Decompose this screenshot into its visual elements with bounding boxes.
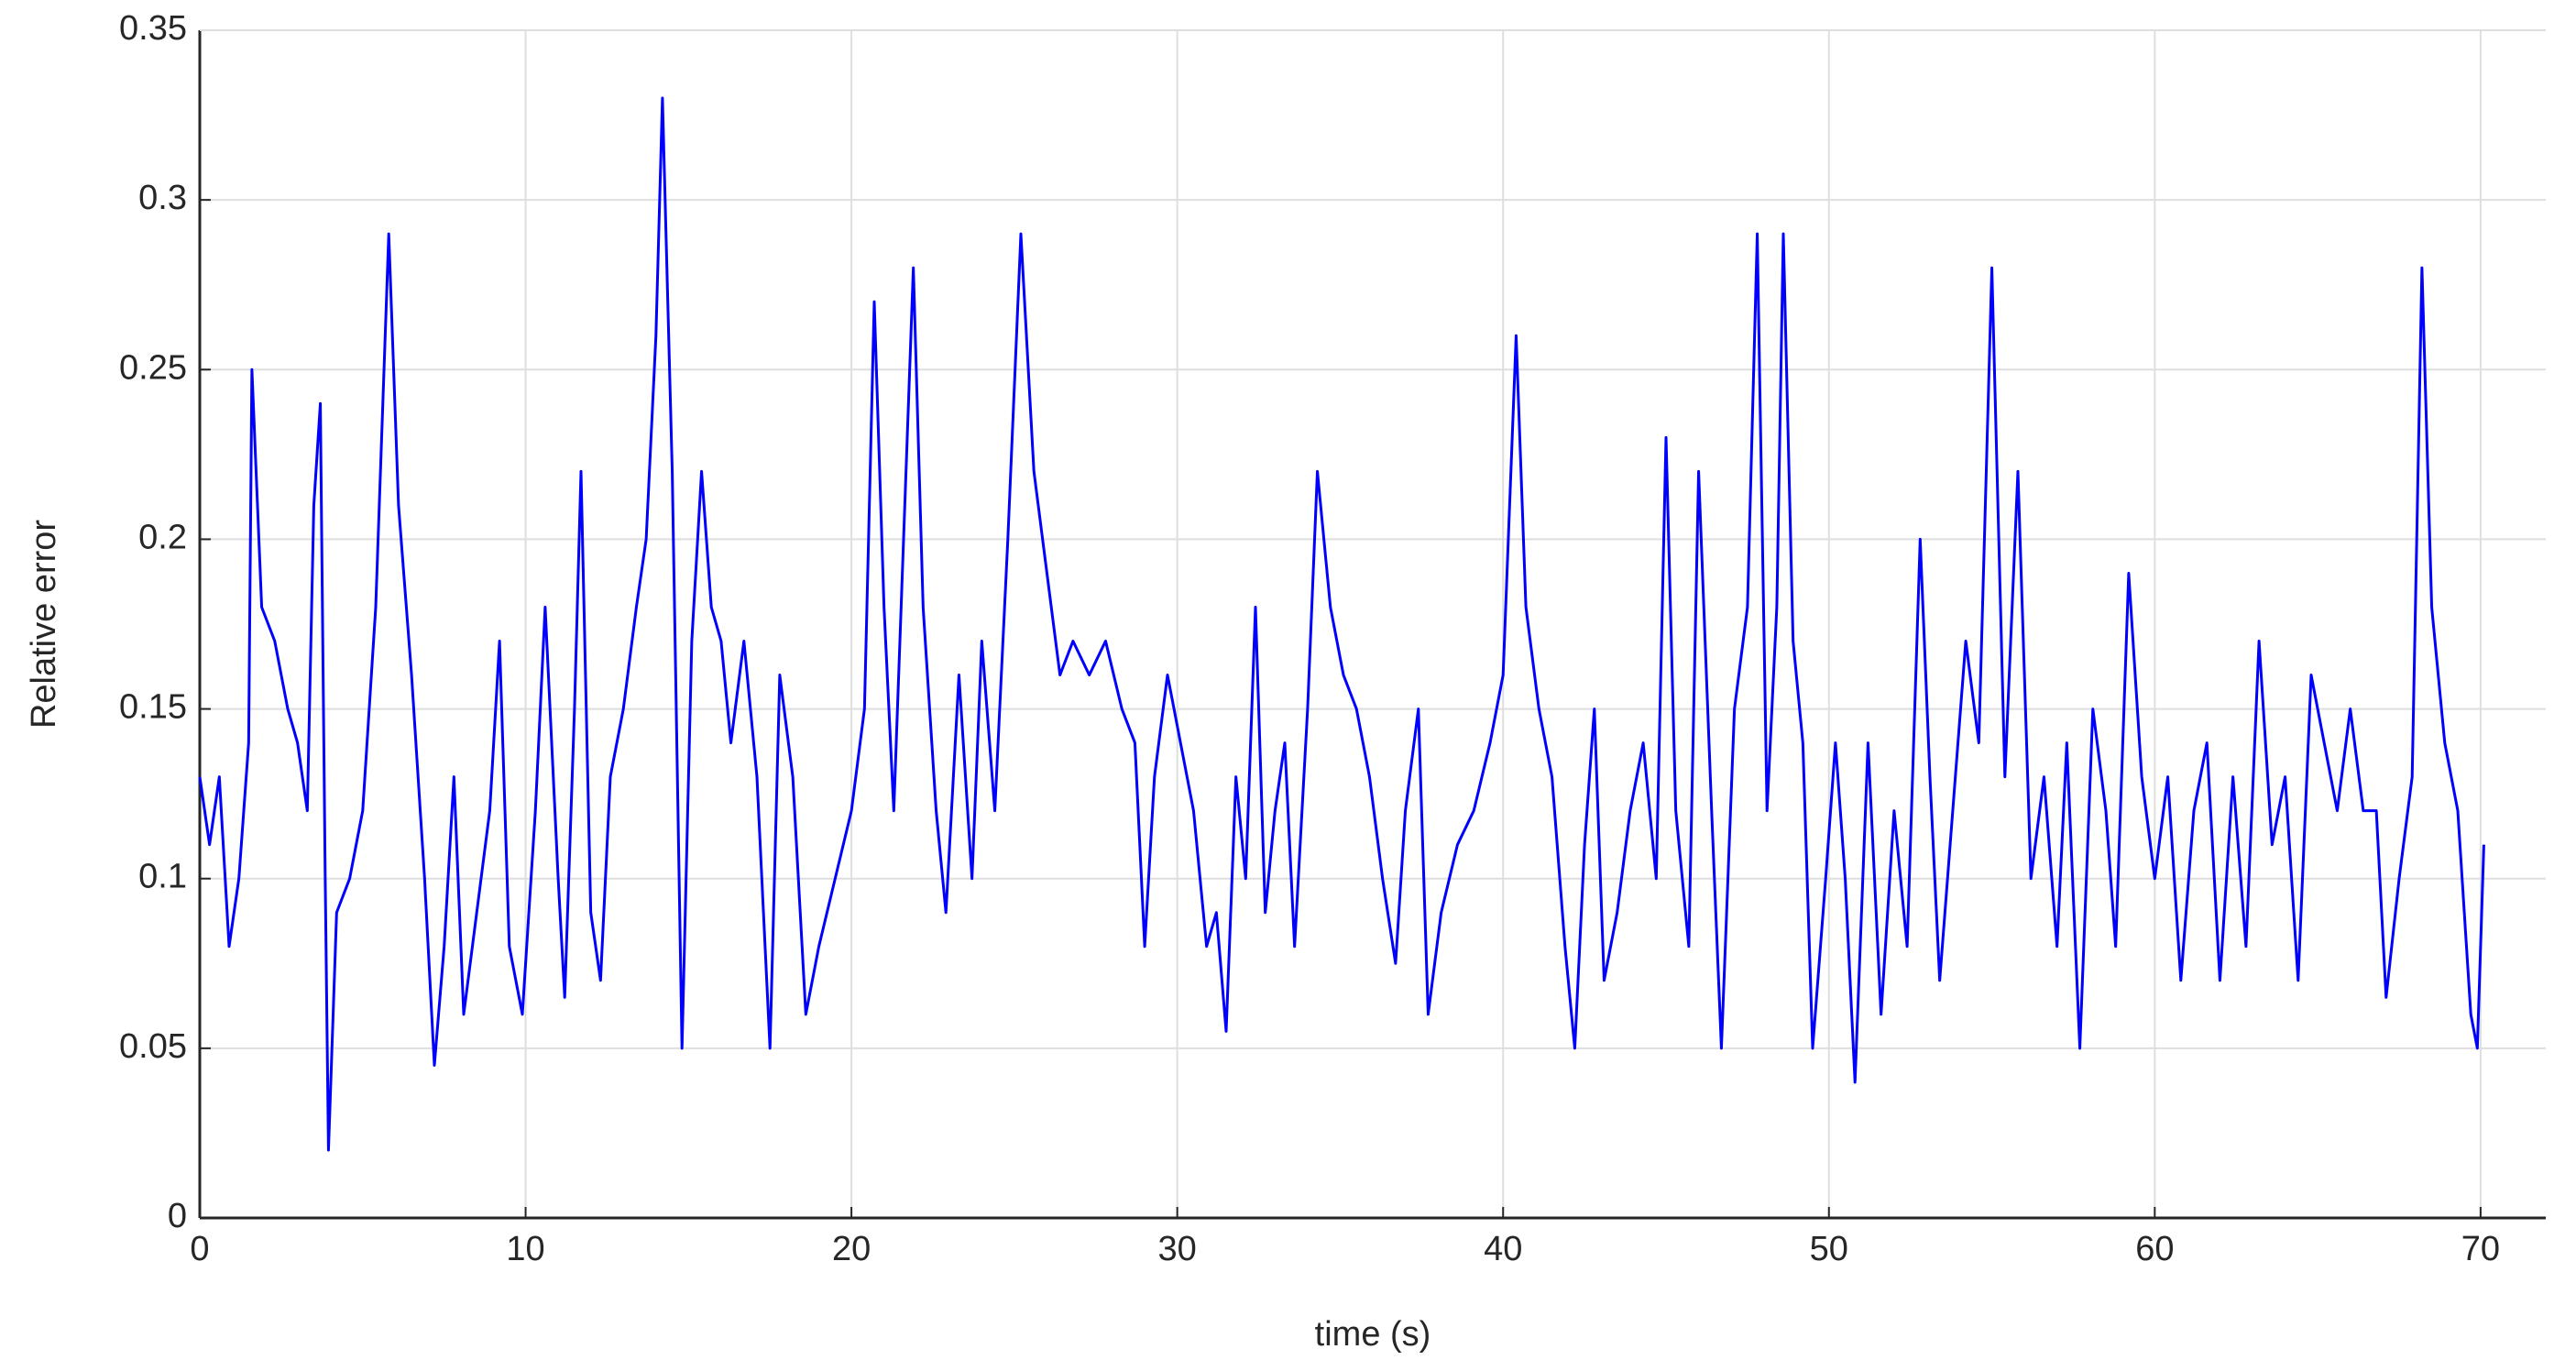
y-axis-label: Relative error	[25, 520, 63, 729]
y-tick-label: 0.2	[138, 518, 187, 556]
x-tick-label: 60	[2135, 1230, 2174, 1268]
x-tick-label: 0	[190, 1230, 209, 1268]
x-tick-label: 40	[1484, 1230, 1522, 1268]
y-tick-label: 0.15	[119, 688, 187, 727]
x-tick-label: 50	[1810, 1230, 1848, 1268]
x-tick-label: 10	[506, 1230, 544, 1268]
x-tick-label: 30	[1158, 1230, 1197, 1268]
plot-area	[200, 30, 2546, 1218]
y-tick-label: 0.25	[119, 348, 187, 387]
y-tick-label: 0.05	[119, 1027, 187, 1066]
y-tick-label: 0.3	[138, 179, 187, 217]
x-axis-label: time (s)	[1315, 1315, 1431, 1354]
data-line	[198, 96, 2485, 1152]
y-tick-label: 0.1	[138, 858, 187, 896]
x-tick-label: 20	[832, 1230, 871, 1268]
y-tick-label: 0.35	[119, 9, 187, 48]
y-tick-label: 0	[168, 1197, 187, 1235]
x-tick-label: 70	[2461, 1230, 2500, 1268]
